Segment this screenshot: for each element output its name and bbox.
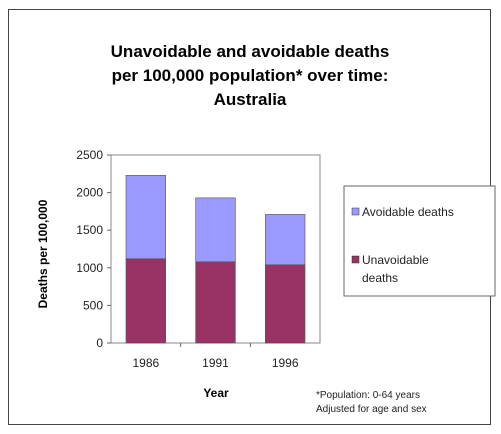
y-tick-label: 1500 — [76, 223, 103, 237]
legend-swatch-unavoidable — [351, 255, 360, 264]
chart-title-line-1: Unavoidable and avoidable deaths — [111, 42, 390, 61]
y-tick-label: 2000 — [76, 186, 103, 200]
y-axis-ticks: 0 500 1000 1500 2000 2500 — [76, 148, 111, 350]
legend-box — [343, 185, 496, 297]
y-tick-label: 500 — [83, 298, 103, 312]
y-tick-label: 1000 — [76, 261, 103, 275]
legend-label-avoidable: Avoidable deaths — [362, 205, 454, 219]
bar-avoidable-1996 — [265, 214, 306, 266]
chart-title-line-3: Australia — [214, 90, 287, 109]
bar-unavoidable-1991 — [195, 261, 236, 344]
x-tick-label: 1996 — [272, 356, 299, 370]
y-tick-label: 2500 — [76, 148, 103, 162]
bar-avoidable-1986 — [125, 175, 166, 260]
bar-avoidable-1991 — [195, 197, 236, 263]
x-tick-label: 1986 — [132, 356, 159, 370]
x-axis-ticks: 1986 1991 1996 — [132, 343, 299, 370]
bars-group — [125, 175, 306, 344]
legend-swatch-avoidable — [351, 207, 360, 216]
y-axis-title: Deaths per 100,000 — [36, 199, 50, 308]
footnote-line-1: *Population: 0-64 years — [316, 390, 420, 401]
x-tick-label: 1991 — [202, 356, 229, 370]
legend-label-unavoidable-line-1: Unavoidable — [362, 253, 429, 267]
footnote-line-2: Adjusted for age and sex — [316, 404, 427, 415]
chart-title-line-2: per 100,000 population* over time: — [112, 66, 389, 85]
bar-unavoidable-1986 — [125, 258, 166, 344]
y-tick-label: 0 — [96, 336, 103, 350]
legend-label-unavoidable-line-2: deaths — [362, 271, 398, 285]
x-axis-title: Year — [203, 386, 229, 400]
bar-unavoidable-1996 — [265, 264, 306, 344]
